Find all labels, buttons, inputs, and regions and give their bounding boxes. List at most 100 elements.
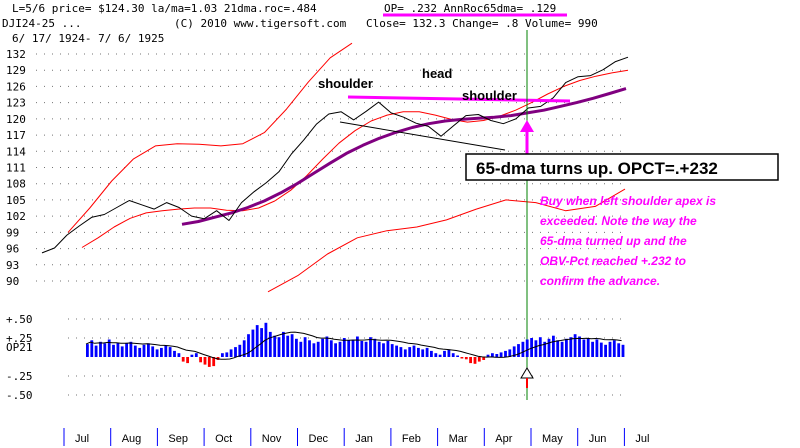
op21-bar — [491, 353, 494, 357]
op21-bar — [90, 340, 94, 357]
op21-bar — [168, 347, 172, 357]
month-label: Feb — [402, 433, 421, 445]
op21-tick-label: OP21 — [6, 341, 33, 354]
op21-bar — [464, 357, 468, 360]
op21-arrow-icon — [520, 367, 534, 388]
annotation-box — [465, 153, 779, 181]
op21-bar — [238, 344, 242, 357]
op21-bar — [591, 341, 594, 357]
header-date-range: 6/ 17/ 1924- 7/ 6/ 1925 — [12, 32, 164, 45]
op21-bar — [207, 357, 211, 367]
op21-bar — [547, 338, 551, 357]
price-tick-label: 129 — [6, 64, 26, 77]
op21-bar — [621, 344, 625, 357]
op21-bar — [508, 349, 512, 357]
op21-bar — [360, 341, 364, 357]
op21-tick-label: -.25 — [6, 370, 33, 383]
op21-bar — [273, 335, 277, 357]
price-tick-label: 102 — [6, 210, 26, 223]
op21-average-line — [85, 331, 622, 360]
op21-gridlines — [68, 318, 628, 396]
op21-bar — [477, 357, 481, 362]
op21-bar — [155, 349, 159, 357]
lower-band-line — [267, 188, 626, 293]
op21-bar — [438, 354, 442, 357]
price-tick-label: 108 — [6, 178, 26, 191]
op21-bar — [447, 349, 451, 357]
price-gridlines — [36, 53, 628, 282]
header-op-text: OP= .232 AnnRoc65dma= .129 — [384, 2, 556, 15]
price-tick-label: 114 — [6, 145, 26, 158]
op21-bar — [282, 331, 285, 357]
op21-bar — [334, 343, 337, 357]
op21-bar — [181, 357, 185, 362]
op21-bar — [221, 353, 224, 357]
op21-bar — [177, 353, 181, 357]
label-right-shoulder: shoulder — [462, 88, 517, 103]
op21-bar — [377, 341, 381, 357]
op21-bar — [556, 340, 560, 357]
op21-bar — [408, 347, 412, 357]
op21-bar — [251, 329, 255, 357]
op21-bar — [212, 357, 216, 367]
month-label: Jun — [589, 433, 607, 445]
op21-bar — [99, 341, 102, 357]
op21-bar — [142, 344, 146, 357]
note-line-5: confirm the advance. — [540, 274, 660, 288]
op21-bar — [125, 343, 128, 357]
month-label: Jul — [75, 433, 89, 445]
op21-bar — [347, 340, 351, 357]
op21-bar — [469, 357, 472, 364]
op21-bar — [277, 337, 281, 357]
op21-tick-label: -.50 — [6, 389, 33, 402]
op21-bar — [512, 346, 516, 357]
op21-bar — [316, 341, 320, 357]
band-lines — [67, 42, 626, 293]
op21-bar — [173, 350, 176, 357]
price-tick-label: 120 — [6, 113, 26, 126]
op21-bar — [86, 344, 89, 357]
op21-bar — [521, 341, 525, 357]
annotation-box-text: 65-dma turns up. OPCT=.+232 — [476, 159, 718, 178]
month-axis: Jul Aug Sep Oct Nov Dec Jan Feb Mar Apr May Jun Jul — [63, 428, 649, 446]
op21-bar — [538, 337, 542, 357]
op21-bar — [299, 341, 303, 357]
op21-bar — [534, 340, 538, 357]
op21-bar — [504, 350, 507, 357]
op21-bar — [295, 338, 298, 357]
op21-bar — [573, 334, 577, 357]
note-line-4: OBV-Pct reached +.232 to — [540, 254, 686, 268]
month-label: Jan — [355, 433, 373, 445]
chart-header: L=5/6 price= $124.30 la/ma=1.03 21dma.ro… — [2, 2, 598, 45]
op21-bar — [194, 353, 198, 357]
op21-bar — [138, 347, 142, 357]
price-tick-label: 111 — [6, 162, 26, 175]
op21-bar — [147, 343, 150, 357]
op21-bar — [112, 344, 115, 357]
op21-bar — [321, 338, 324, 357]
op21-bar — [412, 345, 416, 357]
op21-bar — [612, 340, 616, 357]
op21-bar — [290, 334, 294, 357]
op21-bar — [543, 341, 547, 357]
op21-bar — [364, 341, 368, 357]
price-axis-ticks: 132 129 126 123 120 117 114 111 108 105 102 99 96 93 9… — [6, 48, 26, 288]
op21-bar — [552, 335, 555, 357]
month-label: Oct — [215, 433, 232, 445]
op21-bar — [303, 337, 307, 357]
op21-bar — [456, 355, 459, 357]
month-label: Jul — [635, 433, 649, 445]
month-label: Aug — [122, 433, 142, 445]
op21-bar — [582, 339, 586, 357]
op21-bar — [103, 343, 107, 357]
month-label: Nov — [262, 433, 282, 445]
op21-bar — [421, 349, 425, 357]
price-tick-label: 132 — [6, 48, 26, 61]
op21-bar — [460, 357, 464, 359]
price-tick-label: 117 — [6, 129, 26, 142]
op21-bar — [399, 347, 403, 357]
op21-bar — [499, 352, 503, 357]
op21-bar — [390, 344, 394, 357]
op21-bar — [486, 354, 490, 357]
